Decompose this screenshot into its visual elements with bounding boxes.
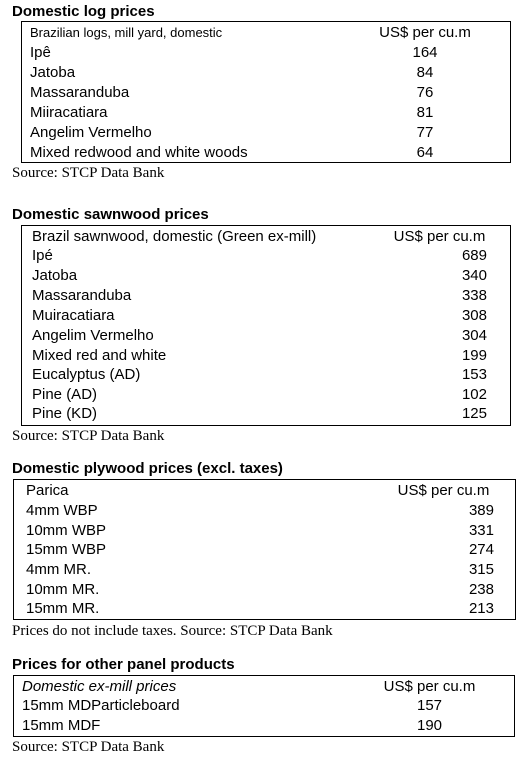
row-value: 389 (468, 502, 494, 519)
table-header-row: Parica US$ per cu.m (14, 481, 515, 501)
table-row: Pine (AD) 102 (22, 385, 510, 405)
row-value: 689 (461, 247, 487, 264)
row-value: 340 (461, 267, 487, 284)
table-header-row: Domestic ex-mill prices US$ per cu.m (14, 677, 514, 697)
row-name: Massaranduba (32, 287, 132, 304)
row-name: Ipê (30, 44, 51, 61)
sawnwood-prices-title: Domestic sawnwood prices (12, 206, 209, 223)
row-name: 15mm MDParticleboard (22, 697, 180, 714)
row-name: 15mm MDF (22, 717, 101, 734)
plywood-prices-table: Parica US$ per cu.m 4mm WBP 389 10mm WBP… (13, 479, 516, 620)
row-value: 213 (468, 600, 494, 617)
log-prices-table: Brazilian logs, mill yard, domestic US$ … (21, 21, 511, 163)
row-value: 238 (468, 581, 494, 598)
table-row: Pine (KD) 125 (22, 404, 510, 424)
sawnwood-prices-table: Brazil sawnwood, domestic (Green ex-mill… (21, 225, 511, 426)
row-name: Miiracatiara (30, 104, 108, 121)
row-name: 15mm MR. (26, 600, 100, 617)
row-name: Mixed redwood and white woods (30, 144, 248, 161)
row-value: 304 (461, 327, 487, 344)
column-header-price: US$ per cu.m (397, 482, 490, 499)
table-row: 10mm MR. 238 (14, 580, 515, 600)
row-name: Jatoba (30, 64, 76, 81)
row-value: 153 (461, 366, 487, 383)
table-row: 15mm MR. 213 (14, 599, 515, 619)
table-row: Massaranduba 338 (22, 286, 510, 306)
panel-prices-title: Prices for other panel products (12, 656, 235, 673)
row-name: Pine (AD) (32, 386, 98, 403)
row-name: Eucalyptus (AD) (32, 366, 141, 383)
table-row: Ipê 164 (22, 43, 510, 63)
row-value: 338 (461, 287, 487, 304)
log-prices-title: Domestic log prices (12, 3, 155, 20)
row-value: 77 (416, 124, 434, 141)
row-value: 308 (461, 307, 487, 324)
plywood-prices-source: Prices do not include taxes. Source: STC… (12, 623, 333, 639)
table-row: 4mm MR. 315 (14, 560, 515, 580)
column-header-product: Domestic ex-mill prices (22, 678, 177, 695)
table-row: Angelim Vermelho 304 (22, 326, 510, 346)
row-value: 125 (461, 405, 487, 422)
plywood-prices-title: Domestic plywood prices (excl. taxes) (12, 460, 283, 477)
table-row: Ipé 689 (22, 246, 510, 266)
table-row: Angelim Vermelho 77 (22, 123, 510, 143)
column-header-product: Parica (26, 482, 69, 499)
row-name: Mixed red and white (32, 347, 167, 364)
row-name: Massaranduba (30, 84, 130, 101)
table-row: Jatoba 340 (22, 266, 510, 286)
column-header-price: US$ per cu.m (393, 228, 486, 245)
table-row: Massaranduba 76 (22, 83, 510, 103)
sawnwood-prices-source: Source: STCP Data Bank (12, 428, 165, 444)
column-header-price: US$ per cu.m (383, 678, 476, 695)
table-row: Miiracatiara 81 (22, 103, 510, 123)
row-name: 4mm MR. (26, 561, 91, 578)
row-value: 81 (416, 104, 434, 121)
row-name: Jatoba (32, 267, 78, 284)
panel-prices-source: Source: STCP Data Bank (12, 739, 165, 755)
table-row: 4mm WBP 389 (14, 501, 515, 521)
row-name: Angelim Vermelho (32, 327, 154, 344)
log-prices-source: Source: STCP Data Bank (12, 165, 165, 181)
row-value: 157 (416, 697, 443, 714)
row-name: Muiracatiara (32, 307, 115, 324)
row-name: 10mm WBP (26, 522, 107, 539)
table-row: Eucalyptus (AD) 153 (22, 365, 510, 385)
table-row: 15mm WBP 274 (14, 540, 515, 560)
table-row: 15mm MDF 190 (14, 716, 514, 736)
column-header-product: Brazilian logs, mill yard, domestic (30, 25, 223, 40)
row-name: 4mm WBP (26, 502, 98, 519)
row-name: 10mm MR. (26, 581, 100, 598)
row-value: 102 (461, 386, 487, 403)
table-row: 10mm WBP 331 (14, 521, 515, 541)
row-name: Ipé (32, 247, 53, 264)
table-header-row: Brazilian logs, mill yard, domestic US$ … (22, 23, 510, 43)
row-value: 331 (468, 522, 494, 539)
row-name: Angelim Vermelho (30, 124, 152, 141)
row-value: 274 (468, 541, 494, 558)
row-value: 84 (416, 64, 434, 81)
row-value: 190 (416, 717, 443, 734)
table-header-row: Brazil sawnwood, domestic (Green ex-mill… (22, 227, 510, 247)
row-value: 199 (461, 347, 487, 364)
column-header-price: US$ per cu.m (379, 24, 471, 41)
panel-prices-table: Domestic ex-mill prices US$ per cu.m 15m… (13, 675, 515, 737)
table-row: Mixed redwood and white woods 64 (22, 143, 510, 163)
table-row: Jatoba 84 (22, 63, 510, 83)
row-value: 315 (468, 561, 494, 578)
table-row: Mixed red and white 199 (22, 346, 510, 366)
row-name: Pine (KD) (32, 405, 98, 422)
row-name: 15mm WBP (26, 541, 107, 558)
table-row: 15mm MDParticleboard 157 (14, 696, 514, 716)
row-value: 76 (416, 84, 434, 101)
row-value: 164 (412, 44, 438, 61)
row-value: 64 (416, 144, 434, 161)
column-header-product: Brazil sawnwood, domestic (Green ex-mill… (32, 228, 317, 245)
table-row: Muiracatiara 308 (22, 306, 510, 326)
